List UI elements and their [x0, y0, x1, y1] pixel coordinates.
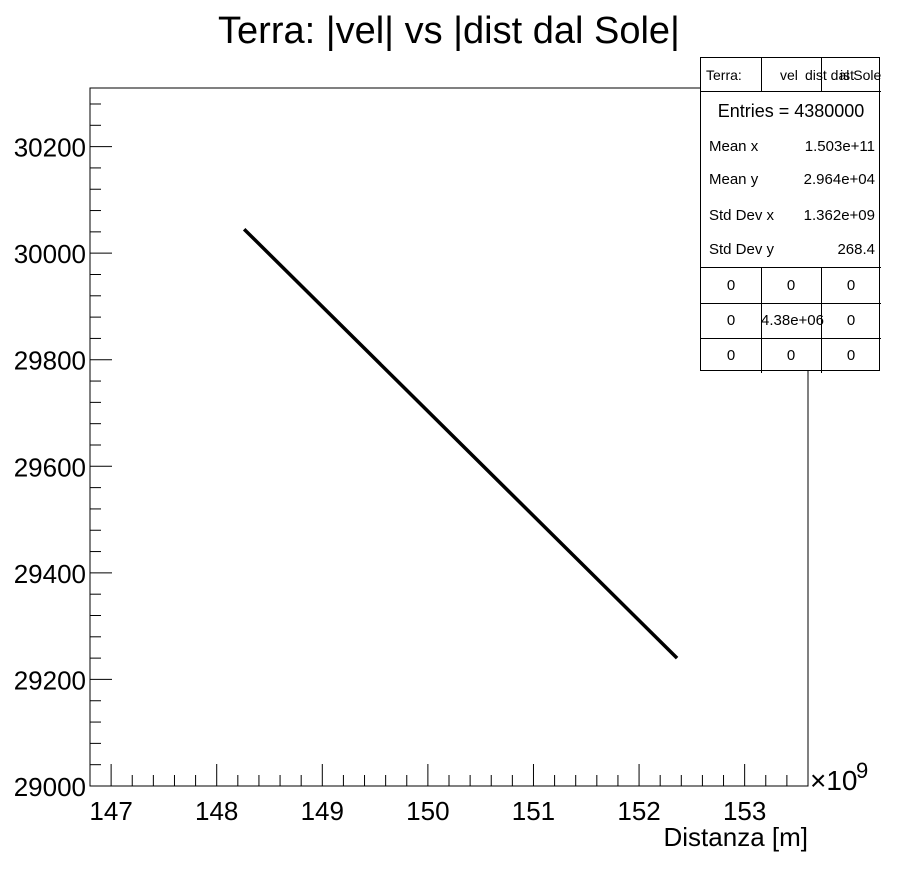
stats-header-col4: ist: [840, 67, 854, 83]
plot-frame: [89, 87, 809, 787]
stats-entries: Entries = 4380000: [717, 101, 865, 121]
stats-header-divider: [821, 58, 822, 92]
y-tick-label: 29000: [14, 772, 86, 802]
stats-header: Terra: vel dist dal Sole ist: [701, 58, 881, 92]
grid-cell: 0: [786, 277, 796, 294]
stats-box: Terra: vel dist dal Sole ist Entries = 4…: [700, 57, 881, 373]
stats-header-name: Terra:: [706, 67, 742, 83]
grid-cell: 4.38e+06: [761, 312, 824, 329]
grid-cell: 0: [846, 347, 856, 364]
x-exponent-power: 9: [856, 758, 868, 783]
x-axis-label: Distanza [m]: [664, 822, 809, 852]
grid-cell: 0: [786, 347, 796, 364]
x-tick-label: 149: [301, 796, 344, 826]
y-tick-label: 29200: [14, 665, 86, 695]
tick-labels: 147 148 149 150 151 152 153 29000 29200 29400 2960…: [14, 133, 767, 826]
series-line: [242, 227, 679, 660]
x-tick-label: 152: [617, 796, 660, 826]
y-tick-label: 30000: [14, 239, 86, 269]
y-tick-label: 29600: [14, 452, 86, 482]
grid-cell: 0: [726, 312, 736, 329]
stats-value: 1.503e+11: [804, 138, 875, 155]
grid-cell: 0: [846, 312, 856, 329]
stats-header-divider: [761, 58, 762, 92]
stats-value: 268.4: [837, 241, 875, 258]
x-tick-label: 148: [195, 796, 238, 826]
x-tick-label: 151: [512, 796, 555, 826]
stats-overflow-grid: 0 0 0 0 4.38e+06 0 0 0 0: [701, 267, 881, 373]
grid-line: [701, 338, 881, 339]
grid-line: [821, 268, 822, 373]
x-tick-label: 153: [723, 796, 766, 826]
stats-key: Std Dev x: [709, 207, 775, 224]
y-tick-label: 30200: [14, 133, 86, 163]
stats-header-col3: dist dal Sole: [805, 67, 882, 83]
stats-key: Mean y: [709, 171, 759, 188]
series-layer: [242, 227, 679, 660]
grid-line: [761, 268, 762, 373]
y-tick-label: 29800: [14, 346, 86, 376]
stats-key: Mean x: [709, 138, 759, 155]
chart-title: Terra: |vel| vs |dist dal Sole|: [218, 10, 680, 52]
y-tick-label: 29400: [14, 559, 86, 589]
x-tick-label: 147: [89, 796, 132, 826]
stats-value: 2.964e+04: [803, 171, 875, 188]
stats-value: 1.362e+09: [803, 207, 875, 224]
grid-cell: 0: [726, 347, 736, 364]
x-tick-label: 150: [406, 796, 449, 826]
grid-cell: 0: [846, 277, 856, 294]
x-exponent-label: ×10: [810, 765, 858, 796]
grid-line: [701, 303, 881, 304]
stats-key: Std Dev y: [709, 241, 775, 258]
stats-header-col2: vel: [780, 67, 798, 83]
grid-cell: 0: [726, 277, 736, 294]
